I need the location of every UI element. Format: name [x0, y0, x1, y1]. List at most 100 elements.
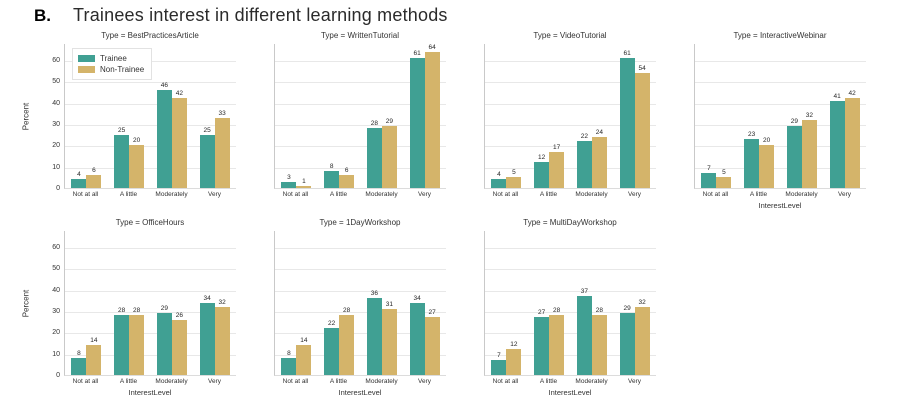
bar-value-label: 20	[763, 137, 771, 145]
x-tick-labels: Not at all A little Moderately Very	[64, 191, 236, 200]
bar-fill	[199, 302, 215, 375]
x-tick-label: Very	[627, 378, 641, 385]
facet--interactivewebinar: Type = InteractiveWebinar 7 5 23 20 29 32 41 42 N…	[694, 31, 866, 211]
x-tick-label: Very	[207, 191, 221, 198]
gridline	[485, 125, 656, 127]
bar-value-label: 27	[538, 309, 546, 317]
bar-value-label: 61	[413, 49, 421, 57]
bar-fill	[619, 57, 635, 188]
bar-non-trainee: 32	[214, 299, 230, 375]
x-tick-labels: Not at all A little Moderately Very	[484, 378, 656, 387]
bar-group-a-little: 23 20	[738, 44, 781, 188]
bar-non-trainee: 28	[129, 307, 145, 375]
bar-group-very: 34 32	[193, 231, 236, 375]
bar-non-trainee: 42	[844, 90, 860, 188]
bar-group-very: 25 33	[193, 44, 236, 188]
facet-row-2: Percent 0 10 20 30 40 50 60 Type = OfficeHours 8 1…	[18, 218, 900, 398]
bar-group-not-at-all: 8 14	[275, 231, 318, 375]
bar-fill	[491, 179, 507, 188]
gridline	[485, 248, 656, 250]
bar-value-label: 4	[77, 171, 81, 179]
bar-trainee: 36	[366, 290, 382, 375]
bar-fill	[281, 357, 297, 375]
bar-non-trainee: 1	[296, 178, 312, 188]
bar-non-trainee: 32	[634, 299, 650, 375]
bar-non-trainee: 31	[381, 301, 397, 375]
facet--1dayworkshop: Type = 1DayWorkshop 8 14 22 28 36 31 34 27 Not at…	[274, 218, 446, 398]
y-tick-label: 0	[56, 372, 60, 379]
x-tick-label: Not at all	[72, 191, 99, 198]
x-tick-label: Not at all	[492, 378, 519, 385]
gridline	[65, 312, 236, 314]
y-axis-title: Percent	[21, 102, 31, 131]
bar-fill	[534, 162, 550, 188]
x-tick-label: Moderately	[155, 191, 188, 198]
bar-group-moderately: 29 32	[781, 44, 824, 188]
gridline	[275, 146, 446, 148]
y-axis: Percent 0 10 20 30 40 50 60	[18, 31, 64, 211]
bar-trainee: 4	[491, 171, 507, 188]
bar-fill	[759, 145, 775, 188]
plot-area: 4 6 25 20 46 42 25 33 Trainee Non-Trainee	[64, 44, 236, 189]
bar-trainee: 29	[619, 305, 635, 375]
bar-fill	[744, 138, 760, 188]
x-tick-label: Moderately	[365, 191, 398, 198]
gridline	[275, 248, 446, 250]
x-tick-labels: Not at all A little Moderately Very	[64, 378, 236, 387]
legend-swatch-trainee	[78, 55, 95, 62]
gridline	[485, 312, 656, 314]
gridline	[275, 333, 446, 335]
bar-trainee: 41	[829, 93, 845, 188]
bar-group-a-little: 22 28	[318, 231, 361, 375]
bar-value-label: 8	[329, 162, 334, 170]
bar-fill	[339, 315, 355, 375]
gridline	[275, 82, 446, 84]
bar-non-trainee: 24	[591, 129, 607, 188]
bar-value-label: 32	[218, 298, 226, 306]
bar-value-label: 8	[77, 349, 81, 357]
bar-fill	[591, 315, 607, 375]
bar-non-trainee: 20	[759, 137, 775, 188]
legend-label: Non-Trainee	[100, 65, 145, 74]
bar-fill	[171, 98, 187, 188]
y-tick-label: 10	[52, 163, 60, 171]
bar-trainee: 61	[409, 50, 425, 188]
bar-value-label: 29	[160, 305, 168, 313]
bar-value-label: 29	[790, 118, 798, 126]
bar-fill	[114, 134, 130, 188]
bar-group-not-at-all: 7 12	[485, 231, 528, 375]
x-tick-label: Moderately	[365, 378, 398, 385]
bar-non-trainee: 17	[549, 144, 565, 188]
gridline	[65, 103, 236, 105]
bar-group-moderately: 22 24	[571, 44, 614, 188]
bar-fill	[381, 126, 397, 188]
bar-trainee: 8	[324, 163, 340, 188]
bar-fill	[424, 51, 440, 188]
gridline	[65, 248, 236, 250]
bar-fill	[324, 170, 340, 188]
facet-title: Type = MultiDayWorkshop	[523, 218, 617, 227]
y-axis-title: Percent	[21, 289, 31, 318]
facet-grid: Percent 0 10 20 30 40 50 60 Type = BestPractices…	[18, 31, 900, 405]
bar-value-label: 6	[344, 167, 349, 175]
bar-group-a-little: 28 28	[108, 231, 151, 375]
gridline	[65, 125, 236, 127]
bar-fill	[549, 315, 565, 375]
bar-trainee: 4	[71, 171, 87, 188]
bar-non-trainee: 64	[424, 44, 440, 188]
bar-non-trainee: 5	[716, 169, 732, 188]
bar-trainee: 28	[366, 120, 382, 188]
bar-trainee: 34	[199, 295, 215, 375]
gridline	[695, 125, 866, 127]
bar-fill	[506, 177, 522, 188]
y-axis: Percent 0 10 20 30 40 50 60	[18, 218, 64, 398]
bar-groups: 4 5 12 17 22 24 61 54	[485, 44, 656, 188]
bar-fill	[591, 136, 607, 188]
bar-group-very: 61 64	[403, 44, 446, 188]
bar-fill	[71, 357, 87, 375]
x-tick-label: A little	[329, 191, 348, 198]
bar-fill	[86, 345, 102, 375]
facet-title: Type = OfficeHours	[115, 218, 185, 227]
gridline	[275, 61, 446, 63]
gridline	[485, 167, 656, 169]
